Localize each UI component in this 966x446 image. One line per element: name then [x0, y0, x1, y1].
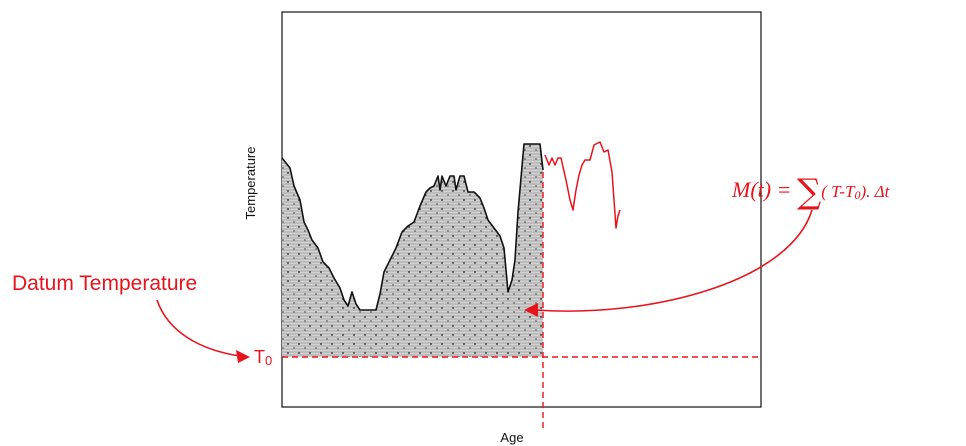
datum-temperature-label: Datum Temperature [12, 272, 197, 295]
datum-arrow [156, 299, 241, 357]
y-axis-label: Temperature [243, 147, 258, 220]
formula-arrowhead [524, 303, 538, 317]
future-temperature-curve [544, 141, 621, 229]
sigma-symbol: ∑ [797, 172, 821, 212]
maturity-formula: M(t) = ∑( T-T0). Δt [731, 172, 891, 212]
formula-arrow [535, 209, 813, 312]
datum-arrowhead [236, 350, 250, 363]
x-axis-label: Age [500, 430, 523, 445]
t0-label: T0 [254, 347, 272, 368]
temperature-curve [281, 143, 544, 311]
